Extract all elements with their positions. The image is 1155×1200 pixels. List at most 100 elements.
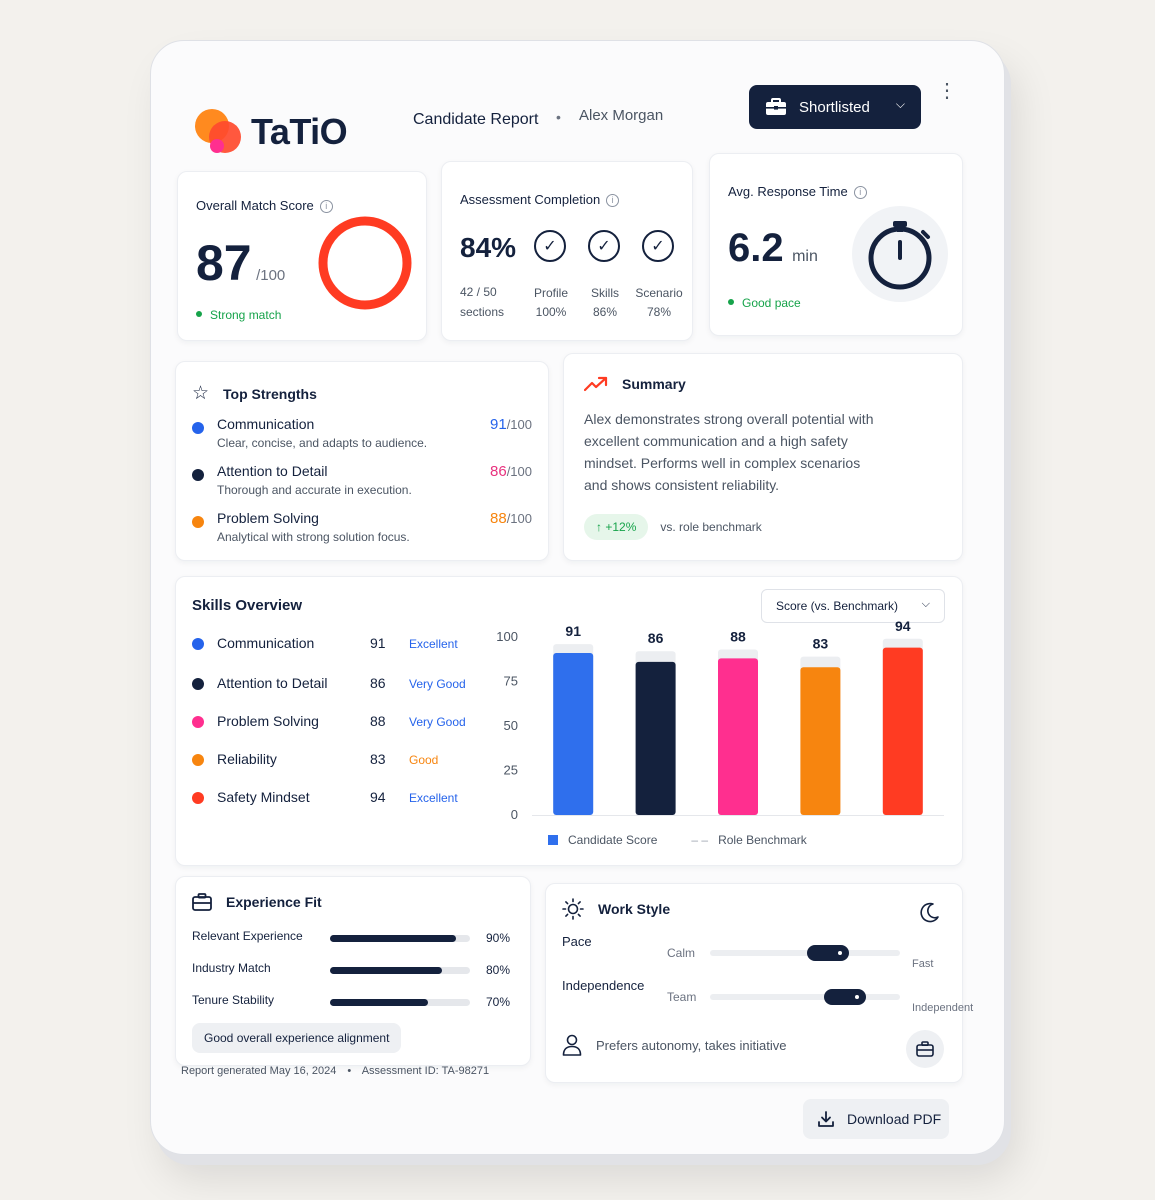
- progress-track: [330, 999, 470, 1006]
- skill-row: Attention to Detail 86 Very Good: [192, 675, 472, 695]
- benchmark-delta-badge: ↑ +12%: [584, 514, 649, 540]
- experience-note: Good overall experience alignment: [192, 1023, 402, 1053]
- strength-name: Problem Solving: [217, 510, 319, 526]
- completion-title: Assessment Completion: [460, 192, 601, 207]
- strength-score: 88: [490, 510, 507, 527]
- work-style-right-label: Independent: [912, 1002, 974, 1014]
- brand-name: TaTiO: [251, 111, 348, 152]
- briefcase-icon: [192, 893, 212, 911]
- skill-score: 91: [370, 635, 386, 651]
- skill-name: Communication: [217, 635, 315, 651]
- footer-separator: •: [347, 1065, 352, 1077]
- strength-score: 91: [490, 416, 507, 433]
- skills-metric-dropdown[interactable]: Score (vs. Benchmark) ⌵: [761, 589, 945, 623]
- skill-name: Safety Mindset: [217, 789, 310, 805]
- report-panel: TaTiO Candidate Report • Alex Morgan Sho…: [150, 40, 1005, 1155]
- download-pdf-button[interactable]: Download PDF: [803, 1099, 949, 1139]
- work-style-left-label: Calm: [667, 946, 696, 960]
- candidate-bar: [718, 658, 758, 815]
- summary-title: Summary: [622, 376, 686, 392]
- work-style-label: Independence: [562, 978, 645, 993]
- candidate-bar: [882, 647, 923, 815]
- skill-rating: Excellent: [409, 637, 458, 651]
- slider-handle[interactable]: [806, 945, 849, 961]
- info-icon[interactable]: i: [319, 200, 333, 213]
- work-style-slider[interactable]: [710, 989, 900, 1005]
- progress-track: [330, 967, 470, 974]
- strength-item: Attention to Detail Thorough and accurat…: [192, 463, 532, 505]
- completion-scenario-value: 78%: [646, 305, 672, 319]
- slider-handle[interactable]: [823, 989, 866, 1005]
- experience-percent: 70%: [486, 995, 511, 1009]
- status-label: Shortlisted: [799, 98, 870, 116]
- match-status: Strong match: [210, 308, 282, 322]
- summary-text: Alex demonstrates strong overall potenti…: [584, 411, 874, 493]
- skill-rating: Very Good: [409, 715, 466, 729]
- strength-name: Communication: [217, 416, 315, 432]
- info-icon[interactable]: i: [853, 186, 867, 199]
- legend-swatch-candidate: [548, 835, 558, 845]
- work-style-note: Prefers autonomy, takes initiative: [596, 1037, 787, 1053]
- status-dot: [196, 311, 202, 317]
- download-pdf-label: Download PDF: [847, 1111, 942, 1127]
- experience-percent: 80%: [486, 963, 511, 977]
- briefcase-button[interactable]: [906, 1030, 944, 1068]
- briefcase-icon: [916, 1041, 934, 1057]
- kebab-icon[interactable]: ⋮: [937, 80, 957, 102]
- work-style-label: Pace: [562, 934, 592, 949]
- strength-item: Communication Clear, concise, and adapts…: [192, 416, 532, 458]
- match-score-value: 87: [196, 235, 252, 291]
- info-icon[interactable]: i: [606, 194, 620, 207]
- check-circle-icon: ✓: [534, 230, 566, 262]
- experience-label: Relevant Experience: [192, 929, 303, 943]
- completion-profile-value: 100%: [535, 305, 567, 319]
- legend-dash-benchmark: – –: [691, 833, 709, 847]
- bar-value-label: 83: [813, 636, 829, 652]
- header-separator: •: [556, 109, 561, 125]
- strength-name: Attention to Detail: [217, 463, 328, 479]
- top-strengths-title: Top Strengths: [223, 385, 317, 402]
- report-generated: Report generated May 16, 2024: [181, 1065, 337, 1077]
- work-style-title: Work Style: [598, 901, 671, 917]
- skill-score: 88: [370, 713, 386, 729]
- completion-percent: 84%: [460, 232, 517, 263]
- work-style-slider[interactable]: [710, 945, 900, 961]
- skills-bar-chart: 100 75 50 25 0 91 86 88 83 94: [496, 621, 944, 822]
- work-style-left-label: Team: [667, 990, 697, 1004]
- work-style-row: Pace Calm Fast: [562, 934, 947, 974]
- user-icon: [562, 1034, 582, 1056]
- y-tick-label: 50: [504, 718, 518, 733]
- completion-item-skills: ✓: [588, 230, 622, 262]
- assessment-id: Assessment ID: TA-98271: [361, 1065, 490, 1077]
- benchmark-note: vs. role benchmark: [660, 520, 762, 534]
- work-style-card: Work Style Pace Calm Fast Independence T…: [545, 883, 973, 1083]
- skill-score: 83: [370, 751, 386, 767]
- trending-up-icon: [584, 376, 608, 392]
- moon-icon[interactable]: [918, 902, 940, 924]
- experience-label: Industry Match: [192, 961, 271, 975]
- download-icon: [818, 1111, 834, 1127]
- bar-value-label: 91: [565, 623, 581, 639]
- skill-rating: Excellent: [409, 791, 458, 805]
- strength-dot: [192, 422, 204, 434]
- status-dot: [728, 299, 734, 305]
- y-tick-label: 25: [504, 763, 518, 778]
- experience-fit-title: Experience Fit: [226, 894, 322, 910]
- progress-fill: [330, 967, 442, 974]
- status-dropdown-button[interactable]: Shortlisted ⌵: [749, 85, 921, 129]
- strength-dot: [192, 516, 204, 528]
- response-time-value: 6.2: [728, 226, 784, 270]
- work-style-right-label: Fast: [912, 958, 934, 970]
- skills-metric-label: Score (vs. Benchmark): [776, 599, 899, 613]
- bar-value-label: 88: [730, 628, 746, 644]
- y-tick-label: 0: [511, 807, 518, 822]
- experience-label: Tenure Stability: [192, 993, 275, 1007]
- skill-score: 86: [370, 675, 386, 691]
- skill-row: Communication 91 Excellent: [192, 635, 472, 655]
- experience-fit-card: Experience Fit Relevant Experience 90% I…: [175, 876, 531, 1066]
- bar-value-label: 86: [648, 630, 664, 646]
- check-circle-icon: ✓: [642, 230, 674, 262]
- skill-dot: [192, 638, 204, 650]
- brand-logo: TaTiO: [195, 103, 355, 159]
- skill-rating: Very Good: [409, 677, 466, 691]
